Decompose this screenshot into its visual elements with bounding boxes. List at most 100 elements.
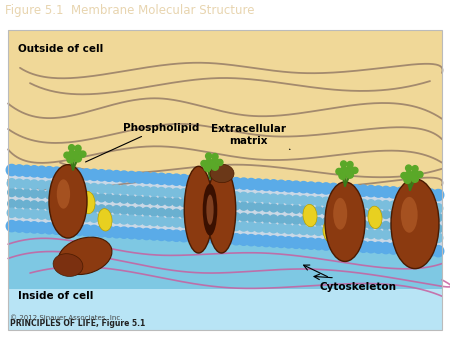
Circle shape (208, 232, 219, 244)
Circle shape (127, 186, 136, 195)
Circle shape (314, 197, 323, 206)
Circle shape (425, 245, 436, 256)
Circle shape (105, 194, 113, 202)
Circle shape (60, 203, 68, 211)
Circle shape (426, 233, 435, 242)
Circle shape (247, 193, 256, 202)
Circle shape (98, 194, 106, 202)
Circle shape (208, 160, 215, 167)
Circle shape (60, 191, 68, 200)
Circle shape (275, 180, 287, 191)
Circle shape (240, 202, 248, 210)
Text: PRINCIPLES OF LIFE, Figure 5.1: PRINCIPLES OF LIFE, Figure 5.1 (10, 319, 145, 328)
Circle shape (165, 198, 173, 206)
Circle shape (6, 220, 17, 232)
Circle shape (419, 224, 428, 232)
Circle shape (253, 179, 264, 190)
Circle shape (194, 219, 203, 228)
Circle shape (299, 225, 308, 235)
Ellipse shape (208, 214, 222, 237)
Circle shape (74, 224, 85, 236)
Circle shape (82, 193, 90, 201)
Circle shape (38, 201, 45, 210)
Circle shape (15, 179, 24, 188)
Circle shape (344, 228, 353, 237)
Circle shape (382, 201, 391, 210)
Circle shape (389, 211, 397, 219)
Circle shape (299, 196, 308, 205)
Circle shape (341, 161, 346, 167)
Circle shape (134, 228, 144, 239)
Ellipse shape (393, 223, 407, 245)
Circle shape (171, 230, 182, 241)
Circle shape (412, 166, 418, 172)
Circle shape (346, 171, 354, 178)
Circle shape (255, 214, 263, 222)
Circle shape (8, 188, 16, 196)
Circle shape (14, 165, 25, 176)
Circle shape (425, 189, 436, 200)
Circle shape (388, 243, 399, 254)
Circle shape (163, 174, 175, 185)
Circle shape (208, 176, 219, 188)
Circle shape (142, 187, 151, 196)
Ellipse shape (53, 254, 83, 276)
Circle shape (75, 192, 83, 200)
Circle shape (419, 233, 428, 242)
Circle shape (225, 212, 233, 220)
Circle shape (38, 190, 45, 198)
Circle shape (426, 203, 435, 213)
Circle shape (359, 229, 368, 238)
Circle shape (382, 221, 390, 230)
Circle shape (389, 231, 398, 240)
Circle shape (68, 145, 75, 151)
Circle shape (97, 214, 106, 223)
Circle shape (135, 216, 144, 225)
Circle shape (202, 211, 210, 219)
Circle shape (240, 213, 248, 221)
Circle shape (320, 239, 332, 250)
Circle shape (246, 235, 256, 246)
Circle shape (96, 170, 107, 181)
Circle shape (66, 168, 77, 179)
Circle shape (165, 209, 173, 217)
Circle shape (156, 229, 167, 240)
Circle shape (292, 225, 301, 234)
Circle shape (418, 245, 429, 256)
Circle shape (127, 195, 135, 203)
Circle shape (187, 210, 195, 218)
Circle shape (22, 189, 31, 197)
Circle shape (321, 227, 330, 236)
Circle shape (89, 225, 99, 237)
Circle shape (187, 199, 195, 207)
Circle shape (29, 166, 40, 177)
Circle shape (277, 215, 285, 223)
Circle shape (306, 196, 315, 206)
Circle shape (336, 184, 346, 195)
Circle shape (374, 230, 383, 239)
Circle shape (105, 205, 113, 213)
Circle shape (75, 203, 83, 212)
Circle shape (314, 226, 323, 236)
Circle shape (58, 223, 70, 235)
Circle shape (419, 203, 428, 212)
Circle shape (209, 191, 218, 200)
Circle shape (68, 192, 76, 200)
Circle shape (15, 200, 23, 208)
Circle shape (254, 223, 263, 232)
Circle shape (209, 220, 218, 229)
Circle shape (194, 232, 204, 243)
Circle shape (149, 187, 158, 196)
Circle shape (120, 215, 129, 224)
Circle shape (291, 237, 302, 248)
Circle shape (408, 172, 415, 179)
Circle shape (315, 207, 323, 215)
Circle shape (328, 239, 339, 250)
Circle shape (82, 183, 91, 192)
Text: Figure 5.1  Membrane Molecular Structure: Figure 5.1 Membrane Molecular Structure (5, 4, 255, 18)
Circle shape (270, 215, 278, 223)
Circle shape (275, 236, 287, 247)
Circle shape (22, 179, 31, 189)
Circle shape (307, 206, 315, 214)
Circle shape (120, 185, 129, 194)
